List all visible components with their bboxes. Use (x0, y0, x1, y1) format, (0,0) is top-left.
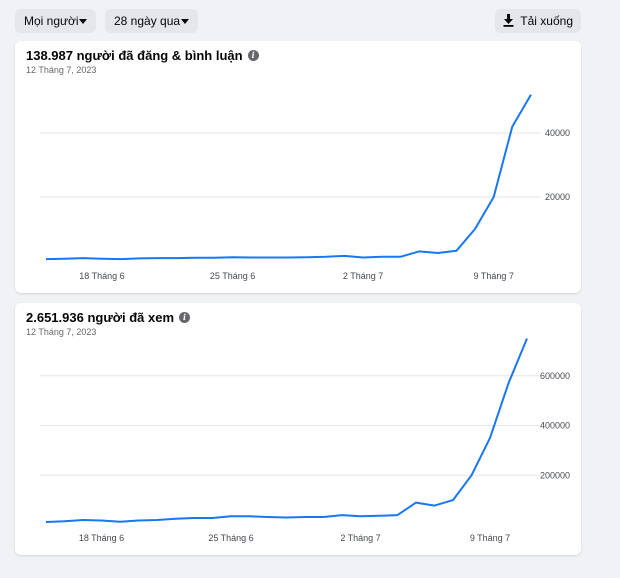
y-tick-label: 40000 (545, 128, 570, 138)
x-tick-label: 25 Tháng 6 (210, 271, 255, 281)
audience-dropdown-label: Mọi người (24, 14, 79, 28)
y-tick-label: 20000 (545, 192, 570, 202)
engagement-card-title: 138.987 người đã đăng & bình luận i (26, 48, 259, 63)
x-tick-label: 18 Tháng 6 (79, 271, 124, 281)
date-range-dropdown[interactable]: 28 ngày qua (105, 9, 198, 33)
y-tick-label: 200000 (540, 470, 570, 480)
x-tick-label: 9 Tháng 7 (470, 533, 510, 543)
date-range-dropdown-label: 28 ngày qua (114, 14, 181, 28)
x-tick-label: 2 Tháng 7 (343, 271, 383, 281)
chevron-down-icon (181, 19, 189, 24)
engagement-line-chart: 20000 40000 18 Tháng 6 25 Tháng 6 2 Tháng 7 9… (40, 94, 570, 281)
y-tick-label: 400000 (540, 421, 570, 431)
x-tick-label: 9 Tháng 7 (474, 271, 514, 281)
views-line-chart: 200000 400000 600000 18 Tháng 6 25 Tháng 6 2 … (40, 338, 570, 543)
views-card-date: 12 Tháng 7, 2023 (26, 327, 97, 337)
download-button[interactable]: Tải xuống (495, 9, 581, 33)
download-icon (503, 14, 514, 27)
views-card: 2.651.936 người đã xem i 12 Tháng 7, 202… (15, 303, 581, 555)
x-tick-label: 18 Tháng 6 (79, 533, 124, 543)
series-line (45, 94, 532, 261)
info-icon[interactable]: i (179, 312, 191, 323)
x-tick-label: 2 Tháng 7 (340, 533, 380, 543)
views-card-title-text: 2.651.936 người đã xem (26, 310, 175, 325)
download-button-label: Tải xuống (520, 14, 573, 28)
chevron-down-icon (79, 19, 87, 24)
series-line (45, 338, 528, 523)
engagement-card: 138.987 người đã đăng & bình luận i 12 T… (15, 41, 581, 293)
x-tick-label: 25 Tháng 6 (208, 533, 253, 543)
info-icon[interactable]: i (247, 50, 259, 61)
views-card-title: 2.651.936 người đã xem i (26, 310, 191, 325)
y-tick-label: 600000 (540, 371, 570, 381)
engagement-card-date: 12 Tháng 7, 2023 (26, 65, 97, 75)
audience-dropdown[interactable]: Mọi người (15, 9, 96, 33)
toolbar: Mọi người 28 ngày qua Tải xuống (15, 9, 581, 33)
engagement-card-title-text: 138.987 người đã đăng & bình luận (26, 48, 243, 63)
